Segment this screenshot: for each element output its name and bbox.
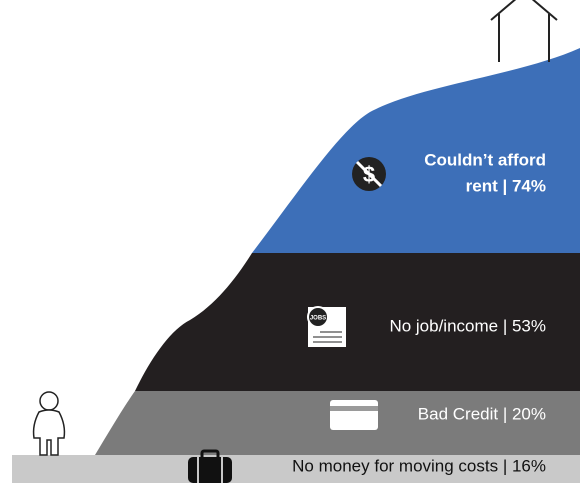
- house-icon: [491, 0, 557, 62]
- person-icon: [34, 392, 65, 455]
- rent-label: rent | 74%: [466, 176, 546, 195]
- svg-text:JOBS: JOBS: [310, 316, 326, 322]
- jobs-icon: JOBS: [308, 307, 346, 347]
- moving-label: No money for moving costs | 16%: [292, 456, 546, 475]
- rent-label: Couldn’t afford: [424, 150, 546, 169]
- card-icon: [330, 400, 378, 430]
- page: {"layers": [ {"lines": ["Couldn’t afford…: [0, 0, 580, 483]
- dollar-icon: $: [352, 157, 386, 191]
- credit-label: Bad Credit | 20%: [418, 404, 546, 423]
- job-label: No job/income | 53%: [389, 316, 546, 335]
- infographic: $ JOBS Couldn’t afford rent | 74% No job…: [0, 0, 580, 483]
